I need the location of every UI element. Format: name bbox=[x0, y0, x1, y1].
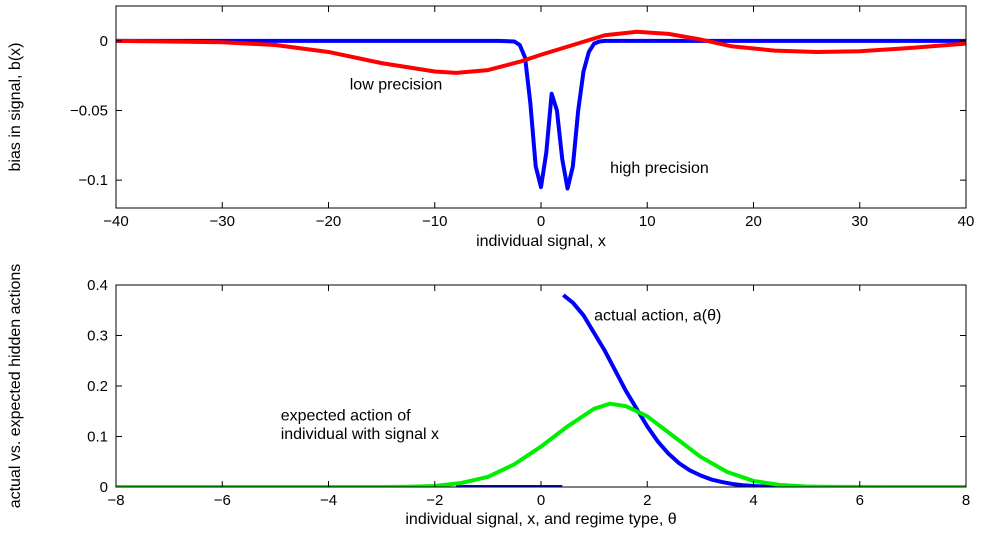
x-tick-label: −10 bbox=[422, 213, 447, 230]
x-tick-label: 10 bbox=[639, 213, 656, 230]
annotation-label: low precision bbox=[350, 77, 442, 94]
x-tick-label: 6 bbox=[856, 492, 864, 509]
y-tick-label: 0.2 bbox=[87, 378, 108, 395]
x-tick-label: 30 bbox=[851, 213, 868, 230]
y-tick-label: −0.05 bbox=[70, 102, 108, 119]
plot-frame bbox=[115, 284, 967, 488]
y-axis-label: bias in signal, b(x) bbox=[7, 43, 24, 172]
x-tick-label: 40 bbox=[958, 213, 975, 230]
y-tick-label: 0 bbox=[100, 33, 108, 50]
x-tick-label: −6 bbox=[214, 492, 231, 509]
annotation-label: individual with signal x bbox=[281, 426, 439, 443]
series-line-1-1 bbox=[116, 38, 966, 191]
x-tick-label: −20 bbox=[316, 213, 341, 230]
annotation-label: actual action, a(θ) bbox=[594, 307, 721, 324]
x-tick-label: −2 bbox=[426, 492, 443, 509]
y-tick-label: 0.1 bbox=[87, 429, 108, 446]
x-tick-label: 2 bbox=[643, 492, 651, 509]
series-line-1-2 bbox=[116, 29, 966, 75]
y-tick-label: −0.1 bbox=[78, 172, 108, 189]
chart-1: −40 −30 −20 −10 0 10 20 30 40 0 −0.05 −0.1 individua… bbox=[7, 5, 975, 250]
x-tick-label: 4 bbox=[749, 492, 757, 509]
chart-2: −8 −6 −4 −2 0 2 4 6 8 0 0.1 0.2 0.3 0.4 individual sig… bbox=[7, 264, 970, 528]
y-axis-label: actual vs. expected hidden actions bbox=[7, 264, 24, 509]
x-tick-label: −8 bbox=[107, 492, 124, 509]
y-tick-label: 0.4 bbox=[87, 277, 108, 294]
x-tick-label: 20 bbox=[745, 213, 762, 230]
annotation-label: expected action of bbox=[281, 407, 411, 424]
x-tick-label: −30 bbox=[210, 213, 235, 230]
x-axis-label: individual signal, x bbox=[476, 233, 606, 250]
x-tick-label: 0 bbox=[537, 492, 545, 509]
x-axis-label: individual signal, x, and regime type, θ bbox=[405, 511, 676, 528]
y-tick-label: 0.3 bbox=[87, 328, 108, 345]
y-tick-label: 0 bbox=[100, 479, 108, 496]
annotation-label: high precision bbox=[610, 160, 709, 177]
x-tick-label: 0 bbox=[537, 213, 545, 230]
x-tick-label: −40 bbox=[103, 213, 128, 230]
x-tick-label: 8 bbox=[962, 492, 970, 509]
x-tick-label: −4 bbox=[320, 492, 337, 509]
series-line-2-3 bbox=[116, 401, 966, 487]
